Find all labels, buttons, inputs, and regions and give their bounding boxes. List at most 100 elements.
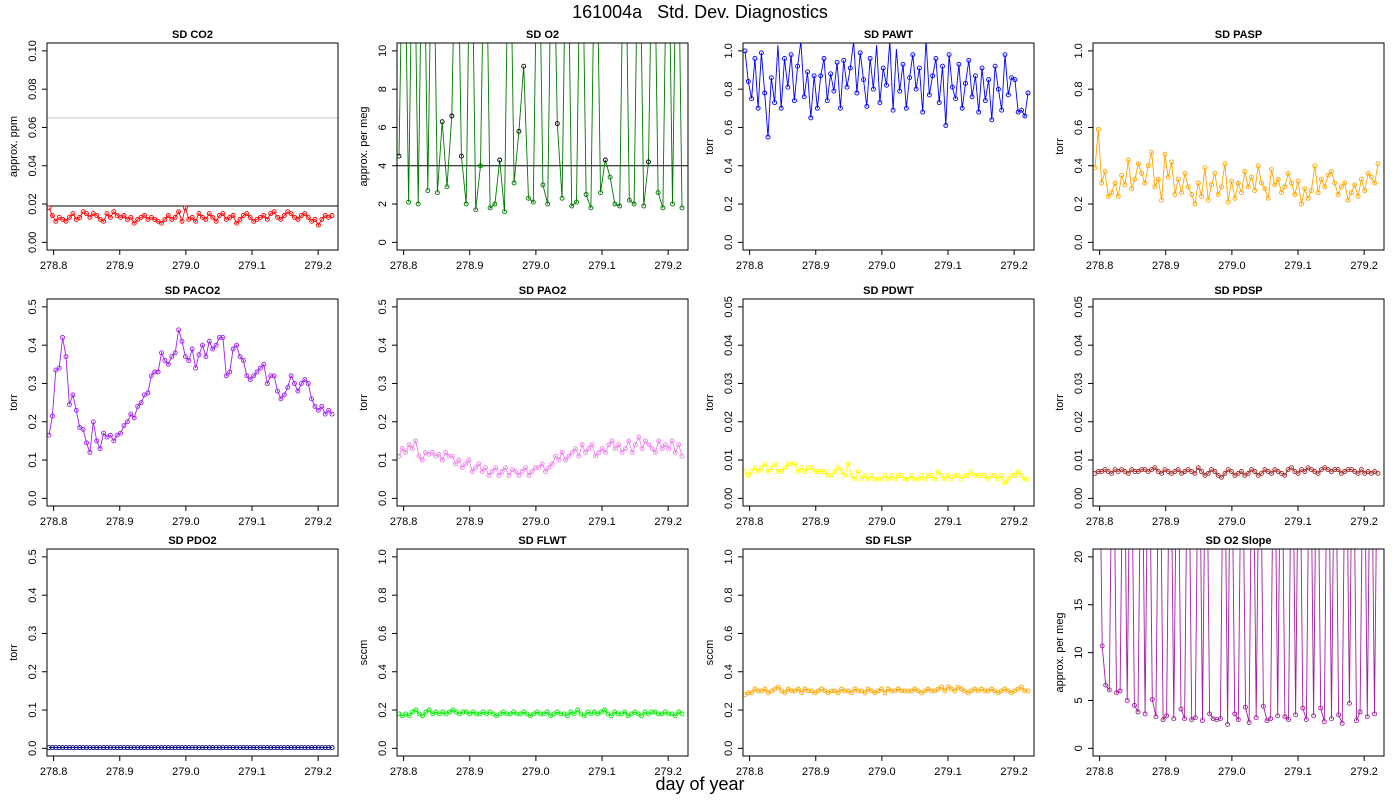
y-tick-label: 0.1: [377, 452, 389, 467]
data-point: [772, 461, 778, 467]
data-point: [1243, 704, 1248, 710]
data-point: [945, 472, 951, 478]
data-point: [1262, 186, 1268, 192]
data-point: [1149, 697, 1155, 702]
y-tick-label: 0.4: [27, 338, 39, 353]
plot-area: [1093, 465, 1381, 480]
y-tick-label: 0.4: [1073, 158, 1085, 173]
data-point: [179, 338, 185, 344]
plot-frame: [396, 298, 689, 507]
data-point: [546, 465, 552, 471]
data-point: [533, 465, 538, 471]
data-point: [609, 438, 615, 444]
y-tick-label: 5: [1073, 697, 1085, 703]
data-point: [257, 745, 263, 751]
data-point: [1175, 176, 1181, 182]
data-point: [275, 388, 280, 394]
data-point: [553, 453, 558, 459]
data-point: [899, 688, 904, 694]
data-point: [1129, 186, 1135, 192]
data-point: [565, 713, 570, 719]
y-axis-label: torr: [704, 138, 716, 155]
data-point: [1318, 705, 1324, 711]
data-point: [795, 686, 801, 692]
data-point: [1185, 184, 1191, 190]
data-point: [995, 476, 1001, 482]
data-point: [566, 453, 572, 459]
plot-area: [397, 707, 685, 719]
data-point: [1008, 472, 1014, 478]
data-point: [942, 688, 948, 694]
data-point: [223, 373, 229, 379]
data-point: [1322, 184, 1328, 190]
data-point: [90, 419, 96, 425]
data-point: [97, 745, 103, 751]
data-point: [453, 461, 459, 467]
y-tick-label: 0.6: [1073, 120, 1085, 135]
data-point: [1159, 197, 1165, 203]
data-point: [799, 690, 805, 696]
x-tick-label: 279.1: [1284, 766, 1312, 778]
data-point: [176, 745, 182, 751]
data-point: [1295, 178, 1301, 184]
data-point: [965, 472, 971, 478]
data-point: [789, 461, 795, 467]
data-point: [1209, 182, 1214, 188]
x-tick-label: 279.1: [238, 766, 266, 778]
data-point: [121, 745, 127, 751]
panel-title: SD PAO2: [519, 285, 566, 297]
data-point: [439, 457, 445, 463]
data-point: [1289, 180, 1294, 186]
x-tick-label: 278.9: [456, 516, 484, 528]
plot-area: [743, 43, 1031, 140]
data-point: [145, 390, 151, 396]
x-tick-label: 278.8: [736, 766, 764, 778]
data-point: [499, 469, 505, 474]
data-point: [910, 52, 916, 58]
data-point: [47, 745, 52, 751]
data-point: [1025, 476, 1031, 482]
data-point: [504, 711, 510, 717]
data-point: [406, 199, 412, 205]
data-point: [165, 361, 171, 367]
data-point: [870, 86, 876, 92]
y-tick-label: 0.6: [723, 626, 735, 641]
y-tick-label: 0.00: [27, 232, 39, 253]
data-point: [516, 472, 522, 478]
data-point: [662, 442, 668, 448]
data-point: [1012, 472, 1018, 478]
data-point: [145, 745, 151, 751]
data-point: [672, 449, 678, 455]
data-point: [1302, 186, 1308, 192]
y-tick-label: 0.4: [377, 664, 389, 679]
y-axis-label: approx. per meg: [358, 106, 370, 186]
plot-area: [1093, 126, 1381, 207]
data-point: [483, 465, 489, 471]
data-point: [1329, 716, 1334, 722]
data-point: [1346, 700, 1352, 706]
data-point: [1171, 716, 1177, 722]
data-point: [87, 745, 93, 751]
data-point: [288, 745, 294, 751]
data-point: [77, 214, 83, 220]
data-point: [602, 157, 608, 163]
data-point: [189, 214, 195, 220]
panel-sd-paco2: SD PACO2 torr 0.0 0.1 0.2 0.3 0.4 0.5 278.8 278.9…: [8, 285, 339, 528]
x-tick-label: 279.2: [304, 516, 332, 528]
data-point: [1328, 169, 1334, 174]
data-point: [326, 407, 332, 413]
data-point: [63, 745, 69, 751]
data-point: [802, 469, 808, 474]
data-point: [1259, 180, 1264, 186]
data-point: [1252, 188, 1258, 194]
data-point: [785, 84, 791, 90]
panel-title: SD PDO2: [168, 535, 216, 547]
data-point: [865, 476, 871, 482]
data-point: [87, 214, 93, 220]
data-point: [486, 472, 492, 478]
data-point: [152, 745, 158, 751]
data-point: [841, 57, 847, 63]
data-point: [885, 476, 891, 482]
data-point: [104, 745, 110, 751]
data-point: [203, 354, 209, 360]
